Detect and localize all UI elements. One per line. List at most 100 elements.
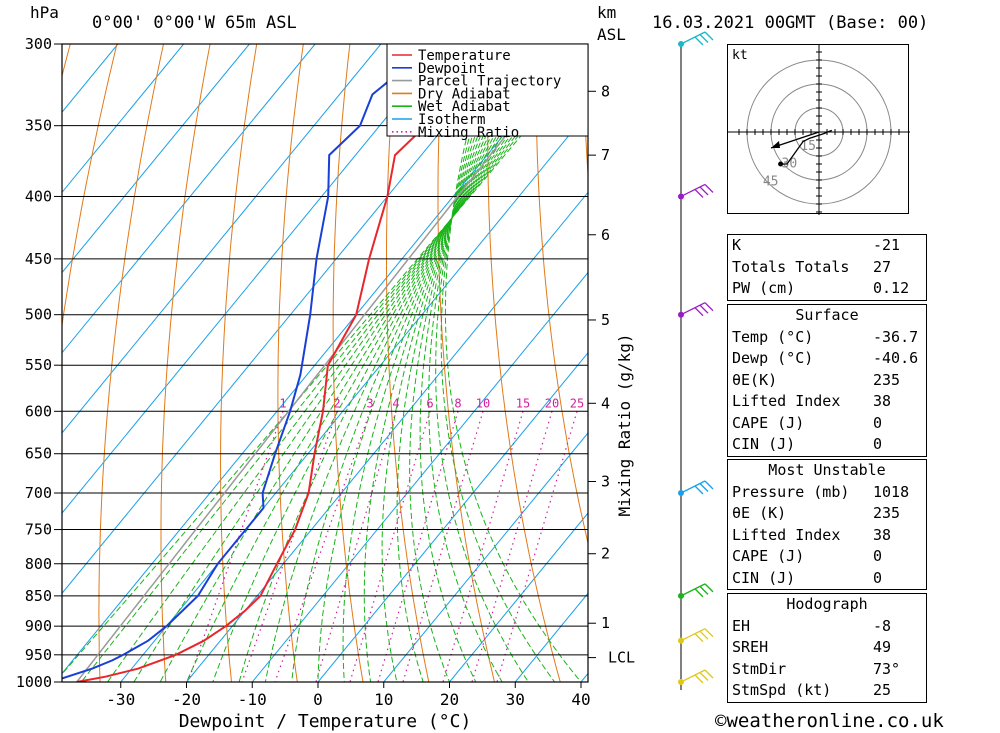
mixing-ratio-label: 4 — [392, 396, 399, 410]
dry-adiabat-line — [956, 44, 1000, 682]
x-axis-label: Dewpoint / Temperature (°C) — [179, 711, 472, 732]
wind-barb-flag — [694, 188, 704, 198]
temp-tick-label: -30 — [106, 690, 135, 709]
surface-label: θE(K) — [732, 370, 778, 389]
km-tick-label: 7 — [601, 146, 610, 164]
mixing-ratio-line — [241, 411, 338, 682]
most-unstable-value: 0 — [873, 568, 883, 587]
hodograph-label: StmDir — [732, 659, 787, 678]
dry-adiabat-line — [98, 44, 164, 682]
index-label: K — [732, 236, 742, 254]
mixing-ratio-line — [496, 411, 578, 682]
most-unstable-table: Most Unstable Pressure (mb) 1018 θE (K) 235 L… — [727, 459, 927, 590]
surface-label: Lifted Index — [732, 392, 841, 410]
mixing-ratio-line — [187, 411, 284, 682]
temp-tick-label: 0 — [313, 690, 323, 709]
wind-barb-flag — [704, 183, 714, 193]
dry-adiabat-line — [62, 44, 118, 329]
pressure-tick-label: 400 — [25, 187, 52, 205]
km-tick-label: 3 — [601, 473, 610, 491]
surface-label: CIN (J) — [732, 435, 796, 453]
index-value: 0.12 — [873, 279, 910, 297]
temp-tick-label: 30 — [506, 690, 525, 709]
most-unstable-value: 1018 — [873, 482, 910, 501]
hodograph-header: Hodograph — [786, 595, 868, 613]
mixing-ratio-label: 6 — [426, 396, 433, 410]
height-unit-sub: ASL — [597, 25, 626, 44]
temperature-profile-line — [76, 44, 435, 682]
isotherm-line — [251, 271, 588, 682]
most-unstable-value: 0 — [873, 547, 883, 565]
hodograph-value: -8 — [873, 616, 892, 635]
dry-adiabat-line — [582, 44, 588, 181]
surface-value: 0 — [873, 435, 883, 453]
most-unstable-label: CIN (J) — [732, 568, 796, 587]
surface-value: -40.6 — [873, 349, 919, 367]
hodograph-value: 73° — [873, 659, 901, 678]
wind-barb-staff — [680, 669, 706, 683]
surface-row: Dewp (°C) -40.6 — [728, 348, 926, 370]
mixing-ratio-label: 2 — [333, 396, 340, 410]
isotherm-line — [62, 44, 316, 354]
most-unstable-label: Pressure (mb) — [732, 482, 850, 501]
isotherm-line — [62, 44, 513, 595]
km-tick-label: 4 — [601, 394, 610, 412]
pressure-tick-label: 500 — [25, 306, 52, 324]
mixing-ratio-line — [471, 411, 553, 682]
wind-barb-staff — [680, 480, 706, 494]
most-unstable-row: Pressure (mb) 1018 — [728, 482, 926, 504]
most-unstable-value: 235 — [873, 504, 901, 522]
pressure-tick-label: 800 — [25, 555, 52, 573]
pressure-unit: hPa — [30, 3, 59, 22]
index-label: PW (cm) — [732, 279, 796, 297]
km-tick-label: 5 — [601, 311, 610, 329]
pressure-tick-label: 600 — [25, 402, 52, 420]
isotherm-line — [317, 351, 588, 682]
mixing-ratio-label: 10 — [476, 396, 490, 410]
mixing-ratio-label: 8 — [454, 396, 461, 410]
mixing-ratio-line — [349, 411, 431, 682]
hodograph-row: StmDir 73° — [728, 659, 926, 681]
datetime-title: 16.03.2021 00GMT (Base: 00) — [652, 13, 928, 33]
wind-barb-flag — [699, 34, 709, 43]
wind-barb-staff — [680, 583, 706, 597]
pressure-tick-label: 1000 — [16, 673, 52, 691]
most-unstable-row: Lifted Index 38 — [728, 525, 926, 547]
pressure-tick-label: 550 — [25, 356, 52, 374]
wind-barb-flag — [704, 302, 714, 312]
km-tick-label: 2 — [601, 545, 610, 563]
storm-motion-arrowhead — [771, 141, 780, 148]
km-tick-label: 1 — [601, 614, 610, 632]
mixing-ratio-label: 3 — [366, 396, 373, 410]
most-unstable-label: θE (K) — [732, 504, 787, 522]
pressure-tick-label: 950 — [25, 646, 52, 664]
most-unstable-row: CAPE (J) 0 — [728, 546, 926, 568]
surface-value: 0 — [873, 413, 883, 432]
wind-barb-staff — [680, 183, 706, 198]
pressure-tick-label: 850 — [25, 587, 52, 605]
surface-label: Temp (°C) — [732, 327, 814, 346]
surface-row: Temp (°C) -36.7 — [728, 327, 926, 349]
hodograph-value: 49 — [873, 638, 892, 656]
parcel-trajectory-line — [76, 44, 579, 682]
surface-row: θE(K) 235 — [728, 370, 926, 392]
wind-barb-flag — [699, 630, 709, 640]
wind-barb-flag — [699, 304, 709, 314]
surface-row: CAPE (J) 0 — [728, 413, 926, 435]
isotherm-line — [62, 44, 250, 274]
wind-barb-flag — [694, 674, 704, 684]
pressure-tick-label: 300 — [25, 35, 52, 53]
wind-barb-flag — [699, 483, 709, 492]
mixing-ratio-label: 1 — [279, 396, 286, 410]
wind-barb-flag — [699, 585, 709, 595]
dry-adiabat-line — [277, 44, 304, 682]
pressure-tick-label: 650 — [25, 445, 52, 463]
isotherm-line — [449, 512, 588, 682]
surface-label: Dewp (°C) — [732, 349, 814, 367]
legend-label: Dry Adiabat — [418, 86, 511, 102]
pressure-tick-label: 700 — [25, 484, 52, 502]
index-table: K -21 Totals Totals 27 PW (cm) 0.12 — [727, 234, 927, 301]
surface-table: Surface Temp (°C) -36.7 Dewp (°C) -40.6 θE(K)… — [727, 304, 927, 457]
isotherm-line — [62, 44, 119, 113]
